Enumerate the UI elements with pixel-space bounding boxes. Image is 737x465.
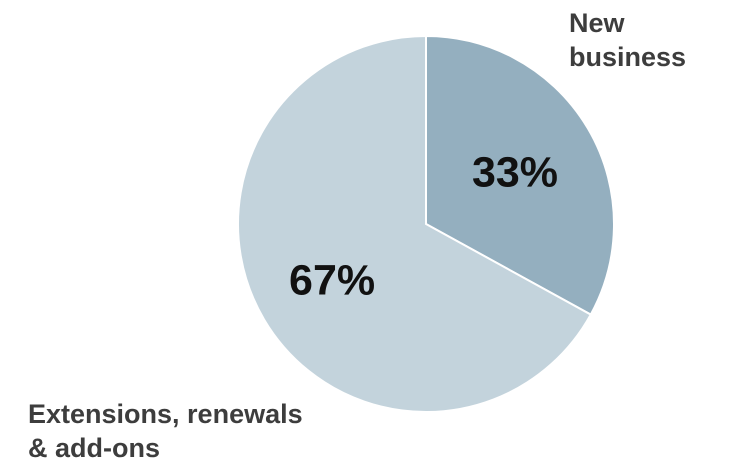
category-label-line: New [569, 8, 625, 38]
category-label-line: Extensions, renewals [28, 399, 303, 429]
pie-value-labels: 33% 67% [289, 148, 558, 304]
category-label-line: business [569, 42, 687, 72]
slice-value-label-new-business: 33% [472, 148, 558, 196]
slice-category-label-extensions: Extensions, renewals & add-ons [28, 397, 303, 465]
pie-slice-new-business [425, 34, 615, 316]
slice-category-label-new-business: New business [569, 6, 686, 74]
slice-value-label-extensions: 67% [289, 257, 375, 305]
category-label-line: & add-ons [28, 433, 160, 463]
pie-slices [237, 34, 615, 413]
pie-slice-extensions-renewals-add-ons [237, 34, 593, 413]
